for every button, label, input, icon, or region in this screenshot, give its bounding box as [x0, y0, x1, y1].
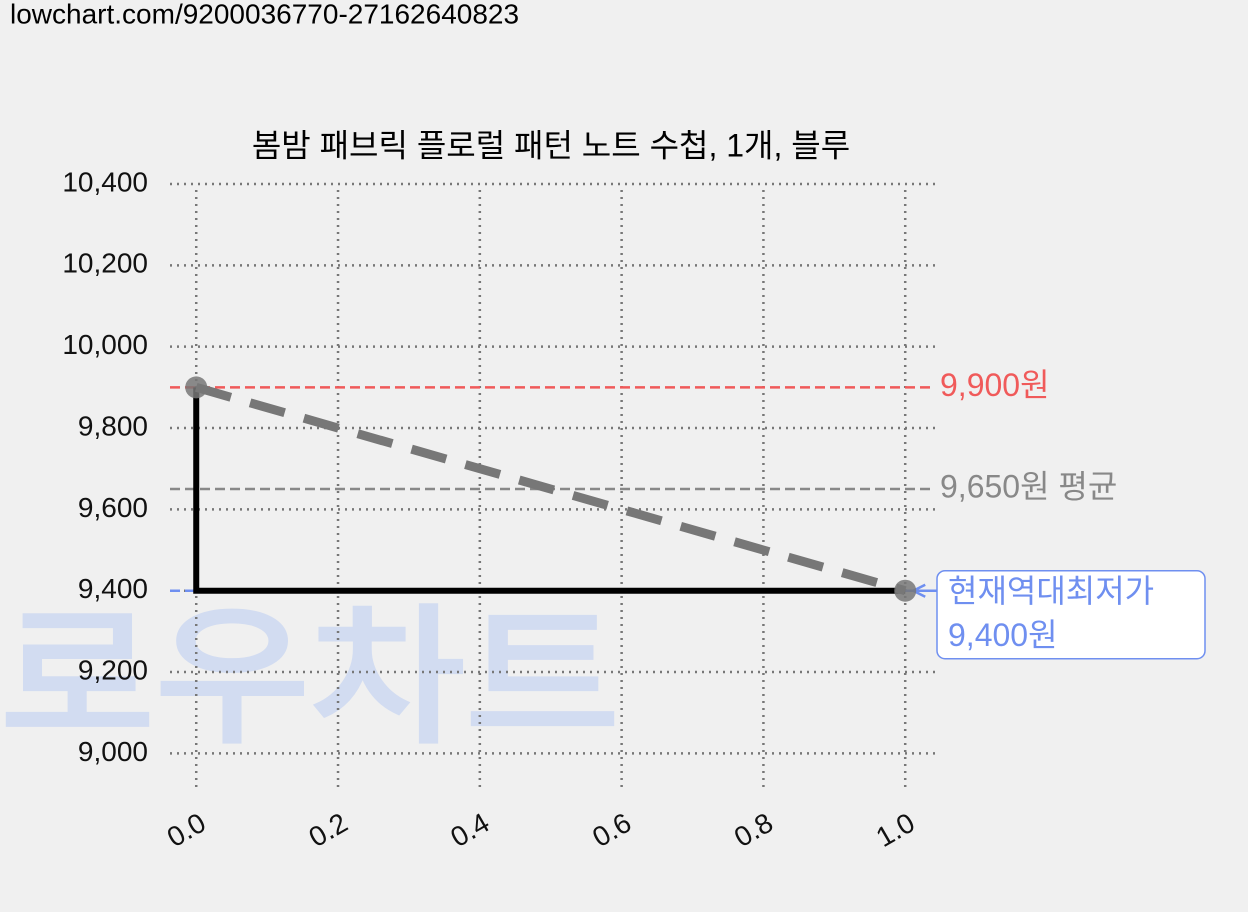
- reference-label: 9,650원 평균: [940, 468, 1117, 504]
- annotation-label: 9,400원: [948, 617, 1058, 653]
- annotation-label: 현재역대최저가: [948, 573, 1154, 609]
- page-url: lowchart.com/9200036770-27162640823: [10, 0, 519, 29]
- watermark: 로우차트: [0, 594, 620, 762]
- series-line: [194, 383, 907, 596]
- reference-label: 9,900원: [940, 367, 1050, 403]
- y-tick-label: 9,400: [78, 573, 148, 604]
- y-tick-label: 9,800: [78, 410, 148, 441]
- y-tick-label: 10,200: [62, 248, 148, 279]
- series-line: [193, 387, 906, 594]
- y-tick-label: 10,400: [62, 166, 148, 197]
- y-tick-label: 9,000: [78, 736, 148, 767]
- y-tick-label: 10,000: [62, 329, 148, 360]
- data-point: [185, 376, 208, 399]
- y-tick-label: 9,600: [78, 492, 148, 523]
- y-tick-label: 9,200: [78, 654, 148, 685]
- chart-title: 봄밤 패브릭 플로럴 패턴 노트 수첩, 1개, 블루: [252, 127, 850, 163]
- data-point: [894, 579, 917, 602]
- annotation-box: [936, 569, 1206, 660]
